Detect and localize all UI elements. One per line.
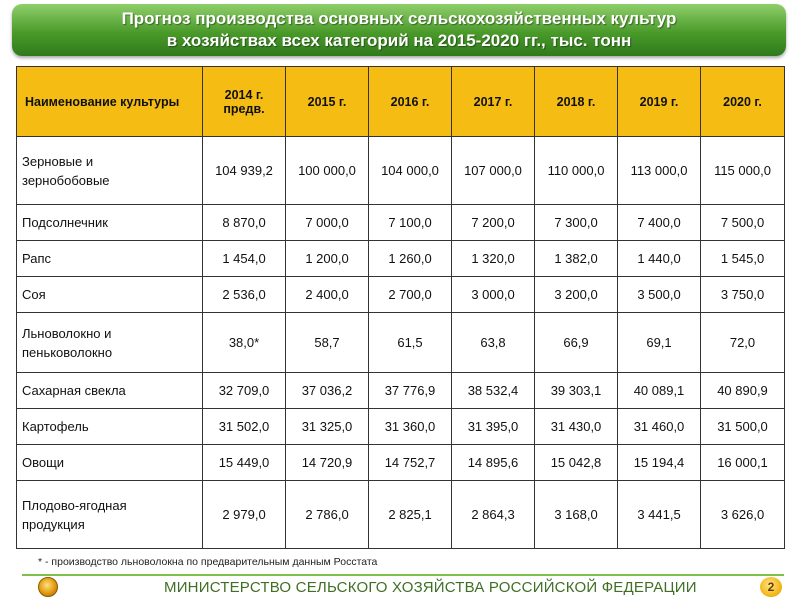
crop-name-cell: Рапс: [16, 240, 203, 277]
value-cell: 104 000,0: [368, 136, 452, 205]
value-cell: 3 500,0: [617, 276, 701, 313]
value-cell: 63,8: [451, 312, 535, 373]
value-cell: 100 000,0: [285, 136, 369, 205]
table-row: Картофель 31 502,0 31 325,0 31 360,0 31 395,…: [16, 408, 785, 445]
header-year-1: 2014 г. предв.: [202, 66, 286, 137]
crop-name-cell: Зерновые и зернобобовые: [16, 136, 203, 205]
value-cell: 3 441,5: [617, 480, 701, 549]
page-number-badge: 2: [760, 577, 782, 597]
value-cell: 14 895,6: [451, 444, 535, 481]
header-year-6: 2019 г.: [617, 66, 701, 137]
value-cell: 2 786,0: [285, 480, 369, 549]
ministry-emblem-icon: [38, 577, 58, 597]
value-cell: 104 939,2: [202, 136, 286, 205]
header-crop-name: Наименование культуры: [16, 66, 203, 137]
footer-divider: [22, 574, 784, 576]
value-cell: 7 200,0: [451, 204, 535, 241]
value-cell: 31 395,0: [451, 408, 535, 445]
value-cell: 7 000,0: [285, 204, 369, 241]
value-cell: 1 454,0: [202, 240, 286, 277]
title-line-1: Прогноз производства основных сельскохоз…: [121, 9, 677, 28]
table-header-row: Наименование культуры 2014 г. предв. 2015 г…: [16, 66, 785, 137]
value-cell: 31 430,0: [534, 408, 618, 445]
value-cell: 37 776,9: [368, 372, 452, 409]
value-cell: 39 303,1: [534, 372, 618, 409]
crops-table: Наименование культуры 2014 г. предв. 2015 г…: [16, 66, 785, 549]
value-cell: 1 260,0: [368, 240, 452, 277]
value-cell: 72,0: [700, 312, 785, 373]
value-cell: 69,1: [617, 312, 701, 373]
value-cell: 38,0*: [202, 312, 286, 373]
header-year-2: 2015 г.: [285, 66, 369, 137]
value-cell: 15 194,4: [617, 444, 701, 481]
table-row: Плодово-ягодная продукция 2 979,0 2 786,0 2 …: [16, 480, 785, 549]
value-cell: 8 870,0: [202, 204, 286, 241]
value-cell: 113 000,0: [617, 136, 701, 205]
value-cell: 2 825,1: [368, 480, 452, 549]
header-year-7: 2020 г.: [700, 66, 785, 137]
value-cell: 107 000,0: [451, 136, 535, 205]
value-cell: 40 089,1: [617, 372, 701, 409]
value-cell: 3 000,0: [451, 276, 535, 313]
value-cell: 1 545,0: [700, 240, 785, 277]
value-cell: 1 440,0: [617, 240, 701, 277]
value-cell: 32 709,0: [202, 372, 286, 409]
value-cell: 15 042,8: [534, 444, 618, 481]
crop-name-cell: Картофель: [16, 408, 203, 445]
table-row: Льноволокно и пеньковолокно 38,0* 58,7 61,5 6…: [16, 312, 785, 373]
header-year-4: 2017 г.: [451, 66, 535, 137]
value-cell: 58,7: [285, 312, 369, 373]
table-row: Соя 2 536,0 2 400,0 2 700,0 3 000,0 3 200,0 3 …: [16, 276, 785, 313]
crop-name-cell: Льноволокно и пеньковолокно: [16, 312, 203, 373]
crop-name-cell: Овощи: [16, 444, 203, 481]
value-cell: 37 036,2: [285, 372, 369, 409]
ministry-name: МИНИСТЕРСТВО СЕЛЬСКОГО ХОЗЯЙСТВА РОССИЙС…: [164, 579, 697, 596]
crop-name-cell: Соя: [16, 276, 203, 313]
table-row: Сахарная свекла 32 709,0 37 036,2 37 776,9 3…: [16, 372, 785, 409]
value-cell: 2 864,3: [451, 480, 535, 549]
value-cell: 3 200,0: [534, 276, 618, 313]
value-cell: 31 460,0: [617, 408, 701, 445]
value-cell: 31 502,0: [202, 408, 286, 445]
value-cell: 40 890,9: [700, 372, 785, 409]
crop-name-cell: Плодово-ягодная продукция: [16, 480, 203, 549]
value-cell: 14 752,7: [368, 444, 452, 481]
value-cell: 31 325,0: [285, 408, 369, 445]
value-cell: 2 979,0: [202, 480, 286, 549]
value-cell: 3 626,0: [700, 480, 785, 549]
header-year-5: 2018 г.: [534, 66, 618, 137]
value-cell: 7 500,0: [700, 204, 785, 241]
table-row: Овощи 15 449,0 14 720,9 14 752,7 14 895,6 15 …: [16, 444, 785, 481]
value-cell: 16 000,1: [700, 444, 785, 481]
value-cell: 3 168,0: [534, 480, 618, 549]
crop-name-cell: Сахарная свекла: [16, 372, 203, 409]
table-row: Зерновые и зернобобовые 104 939,2 100 000,0…: [16, 136, 785, 205]
value-cell: 1 200,0: [285, 240, 369, 277]
title-banner: Прогноз производства основных сельскохоз…: [12, 4, 786, 56]
value-cell: 15 449,0: [202, 444, 286, 481]
table-row: Рапс 1 454,0 1 200,0 1 260,0 1 320,0 1 382,0 1…: [16, 240, 785, 277]
value-cell: 38 532,4: [451, 372, 535, 409]
value-cell: 31 500,0: [700, 408, 785, 445]
value-cell: 1 320,0: [451, 240, 535, 277]
value-cell: 2 536,0: [202, 276, 286, 313]
value-cell: 3 750,0: [700, 276, 785, 313]
value-cell: 14 720,9: [285, 444, 369, 481]
header-year-3: 2016 г.: [368, 66, 452, 137]
value-cell: 7 300,0: [534, 204, 618, 241]
title-line-2: в хозяйствах всех категорий на 2015-2020…: [166, 31, 632, 50]
value-cell: 7 100,0: [368, 204, 452, 241]
value-cell: 1 382,0: [534, 240, 618, 277]
footnote: * - производство льноволокна по предвари…: [38, 556, 378, 568]
value-cell: 7 400,0: [617, 204, 701, 241]
value-cell: 2 700,0: [368, 276, 452, 313]
value-cell: 110 000,0: [534, 136, 618, 205]
value-cell: 115 000,0: [700, 136, 785, 205]
value-cell: 66,9: [534, 312, 618, 373]
crop-name-cell: Подсолнечник: [16, 204, 203, 241]
value-cell: 31 360,0: [368, 408, 452, 445]
value-cell: 61,5: [368, 312, 452, 373]
value-cell: 2 400,0: [285, 276, 369, 313]
table-row: Подсолнечник 8 870,0 7 000,0 7 100,0 7 200,0…: [16, 204, 785, 241]
